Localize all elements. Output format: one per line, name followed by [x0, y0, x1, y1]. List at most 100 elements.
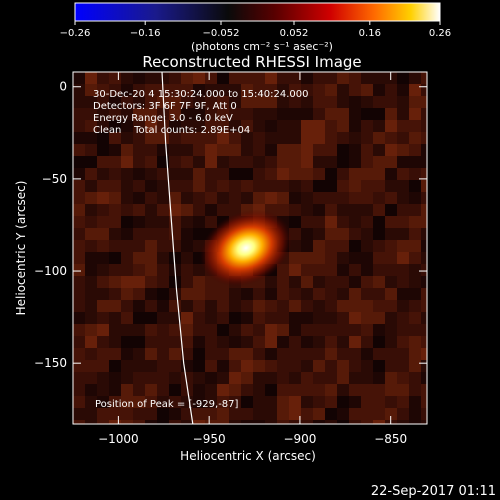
heatmap-cell	[145, 144, 157, 156]
heatmap-cell	[361, 192, 373, 204]
heatmap-cell	[193, 216, 205, 228]
heatmap-cell	[253, 396, 265, 408]
heatmap-cell	[421, 96, 427, 108]
heatmap-cell	[109, 180, 121, 192]
heatmap-cell	[325, 312, 337, 324]
colorbar: −0.26 −0.16 −0.052 0.052 0.16 0.26 (photons c…	[60, 2, 451, 53]
heatmap-cell	[277, 336, 289, 348]
heatmap-cell	[73, 324, 85, 336]
heatmap-cell	[145, 192, 157, 204]
heatmap-cell	[145, 348, 157, 360]
heatmap-cell	[421, 312, 427, 324]
plot-area	[73, 72, 427, 424]
heatmap-cell	[421, 216, 427, 228]
heatmap-cell	[361, 252, 373, 264]
heatmap-cell	[421, 132, 427, 144]
heatmap-cell	[85, 252, 97, 264]
heatmap-cell	[349, 396, 361, 408]
heatmap-cell	[301, 408, 313, 420]
heatmap-cell	[169, 84, 181, 96]
x-axis-label: Heliocentric X (arcsec)	[180, 449, 316, 463]
heatmap-cell	[397, 300, 409, 312]
heatmap-cell	[313, 348, 325, 360]
heatmap-cell	[301, 288, 313, 300]
heatmap-cell	[241, 180, 253, 192]
heatmap-cell	[361, 408, 373, 420]
heatmap-cell	[157, 120, 169, 132]
heatmap-cell	[421, 276, 427, 288]
heatmap-cell	[385, 396, 397, 408]
heatmap-cell	[241, 408, 253, 420]
heatmap-cell	[217, 300, 229, 312]
heatmap-cell	[121, 360, 133, 372]
heatmap-cell	[157, 324, 169, 336]
heatmap-cell	[133, 372, 145, 384]
heatmap-cell	[325, 120, 337, 132]
plot-frame	[72, 71, 428, 425]
heatmap-cell	[193, 84, 205, 96]
heatmap-cell	[157, 396, 169, 408]
heatmap-cell	[229, 156, 241, 168]
heatmap-cell	[241, 108, 253, 120]
emission-source	[199, 209, 293, 287]
heatmap-cell	[289, 180, 301, 192]
x-axis-ticks: −1000 −950 −900 −850	[98, 72, 407, 446]
heatmap-cell	[325, 288, 337, 300]
heatmap-cell	[205, 96, 217, 108]
heatmap-cell	[145, 84, 157, 96]
heatmap-cell	[397, 156, 409, 168]
heatmap-cell	[229, 384, 241, 396]
heatmap-cell	[337, 144, 349, 156]
heatmap-cell	[253, 300, 265, 312]
heatmap-cell	[385, 252, 397, 264]
heatmap-cell	[85, 300, 97, 312]
heatmap-cell	[229, 360, 241, 372]
heatmap-cell	[97, 72, 109, 84]
heatmap-cell	[373, 144, 385, 156]
heatmap-cell	[289, 156, 301, 168]
heatmap-cell	[73, 276, 85, 288]
heatmap-cell	[277, 180, 289, 192]
heatmap-cell	[193, 300, 205, 312]
heatmap-cell	[301, 348, 313, 360]
heatmap-cell	[181, 180, 193, 192]
heatmap-cell	[157, 276, 169, 288]
heatmap-cell	[385, 216, 397, 228]
heatmap-cell	[373, 228, 385, 240]
heatmap-cell	[157, 288, 169, 300]
heatmap-cell	[313, 300, 325, 312]
heatmap-cell	[181, 96, 193, 108]
heatmap-cell	[421, 384, 427, 396]
heatmap-cell	[229, 396, 241, 408]
heatmap-cell	[373, 84, 385, 96]
heatmap-cell	[121, 228, 133, 240]
heatmap-cell	[97, 228, 109, 240]
heatmap-cell	[229, 180, 241, 192]
heatmap-cell	[421, 288, 427, 300]
heatmap-cell	[193, 204, 205, 216]
heatmap-cell	[229, 288, 241, 300]
heatmap-cell	[397, 144, 409, 156]
heatmap-cell	[361, 144, 373, 156]
heatmap-cell	[421, 324, 427, 336]
heatmap-cell	[373, 360, 385, 372]
heatmap-cell	[133, 336, 145, 348]
heatmap-cell	[73, 336, 85, 348]
heatmap-cell	[169, 228, 181, 240]
heatmap-cell	[109, 384, 121, 396]
heatmap-cell	[409, 372, 421, 384]
heatmap-cell	[193, 168, 205, 180]
heatmap-cell	[145, 408, 157, 420]
heatmap-cell	[241, 384, 253, 396]
heatmap-cell	[253, 324, 265, 336]
heatmap-cell	[265, 312, 277, 324]
heatmap-cell	[337, 204, 349, 216]
heatmap-cell	[109, 288, 121, 300]
heatmap-cell	[361, 84, 373, 96]
heatmap-cell	[109, 264, 121, 276]
heatmap-cell	[349, 216, 361, 228]
heatmap-cell	[217, 72, 229, 84]
heatmap-cell	[145, 312, 157, 324]
heatmap-cell	[373, 96, 385, 108]
heatmap-cell	[349, 84, 361, 96]
